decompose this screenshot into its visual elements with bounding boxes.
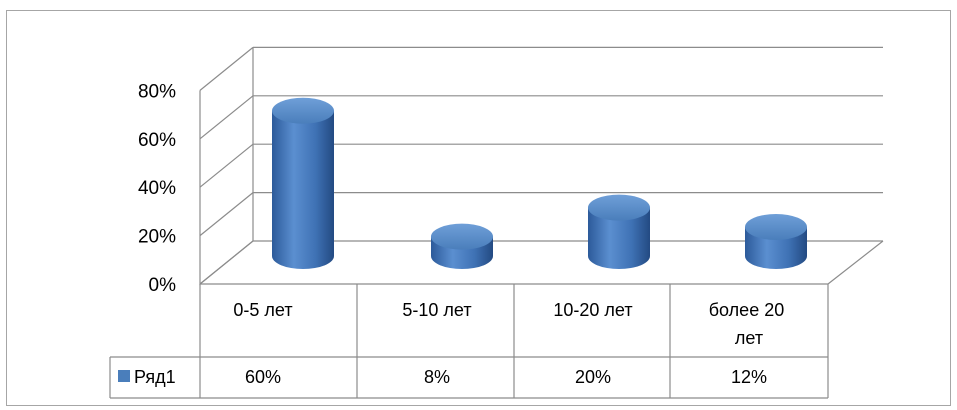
data-label: 12% [731,367,767,387]
gridline-side [199,95,254,140]
bars [272,97,807,269]
category-label: 0-5 лет [233,300,292,320]
y-axis: 0% 20% 40% 60% 80% [138,81,176,296]
bar [272,97,334,269]
bar-top [588,194,650,221]
gridlines [199,46,883,285]
gridline-side [199,46,254,91]
category-label: более 20 лет [709,300,790,348]
bar-top [272,97,334,124]
gridline-side [199,240,254,285]
data-label: 20% [575,367,611,387]
y-tick-label: 40% [138,178,176,199]
gridline-side [199,143,254,188]
bar-body [588,207,650,269]
y-tick-label: 80% [138,81,176,102]
category-label: 10-20 лет [553,300,632,320]
data-table-grid [109,284,829,399]
y-tick-label: 0% [149,275,177,296]
bar-top [431,223,493,250]
y-tick-label: 60% [138,130,176,151]
data-label: 8% [424,367,450,387]
data-label: 60% [245,367,281,387]
gridline-side [199,192,254,237]
y-tick-label: 20% [138,227,176,248]
bar [431,223,493,269]
legend-series-name: Ряд1 [134,367,176,387]
bar [588,194,650,269]
data-table: 0-5 лет 5-10 лет 10-20 лет более 20 лет … [109,284,829,399]
bar-top [745,213,807,240]
bar-body [272,110,334,269]
legend-key [118,370,130,382]
chart-frame [6,10,951,406]
category-label: 5-10 лет [402,300,471,320]
bar [745,213,807,269]
